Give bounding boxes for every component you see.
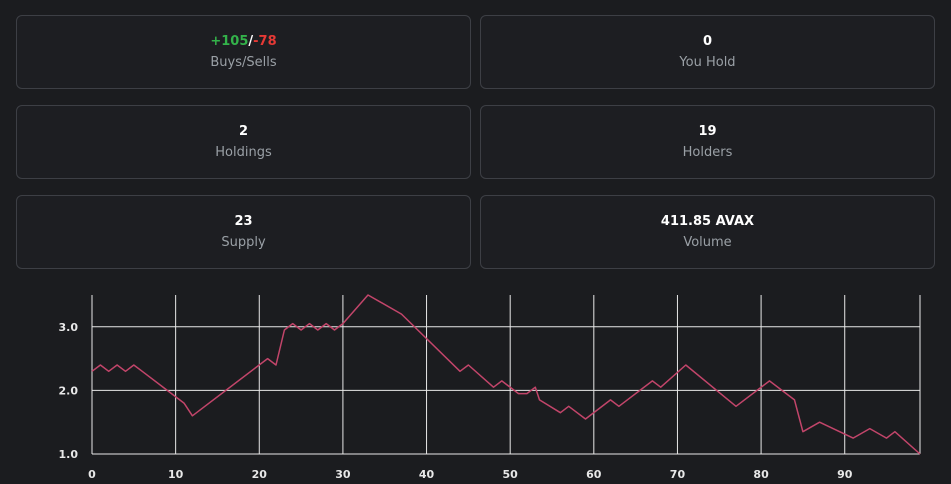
you-hold-value: 0 [702, 34, 713, 49]
holders-card: 19 Holders [480, 105, 935, 179]
buys-sells-label: Buys/Sells [210, 55, 277, 70]
supply-card: 23 Supply [16, 195, 471, 269]
x-tick-label: 60 [586, 468, 602, 481]
price-chart: 0 10 20 30 40 50 60 70 80 90 1.0 2.0 3.0 [59, 294, 921, 481]
you-hold-card: 0 You Hold [480, 15, 935, 89]
x-tick-label: 80 [753, 468, 769, 481]
buys-sells-card: +105/-78 Buys/Sells [16, 15, 471, 89]
holdings-card: 2 Holdings [16, 105, 471, 179]
x-tick-label: 40 [419, 468, 435, 481]
holders-value: 19 [698, 124, 717, 139]
sells-count: -78 [253, 34, 277, 49]
y-tick-label: 2.0 [59, 384, 79, 397]
buys-sells-value: +105/-78 [17, 34, 470, 49]
holders-label: Holders [682, 145, 733, 160]
you-hold-label: You Hold [679, 55, 736, 70]
y-tick-label: 1.0 [59, 448, 79, 461]
x-tick-label: 30 [335, 468, 351, 481]
price-series-line [91, 294, 921, 455]
holdings-value: 2 [238, 124, 249, 139]
supply-label: Supply [221, 235, 266, 250]
x-tick-label: 10 [168, 468, 184, 481]
x-tick-label: 20 [252, 468, 268, 481]
volume-value: 411.85 AVAX [660, 214, 755, 229]
x-tick-label: 50 [503, 468, 519, 481]
buys-count: +105 [210, 34, 249, 49]
holdings-label: Holdings [215, 145, 272, 160]
buys-sells-separator: / [248, 34, 254, 49]
y-tick-label: 3.0 [59, 321, 79, 334]
x-tick-label: 0 [88, 468, 96, 481]
x-tick-label: 70 [670, 468, 686, 481]
volume-label: Volume [683, 235, 732, 250]
supply-value: 23 [234, 214, 253, 229]
x-tick-label: 90 [837, 468, 853, 481]
volume-card: 411.85 AVAX Volume [480, 195, 935, 269]
